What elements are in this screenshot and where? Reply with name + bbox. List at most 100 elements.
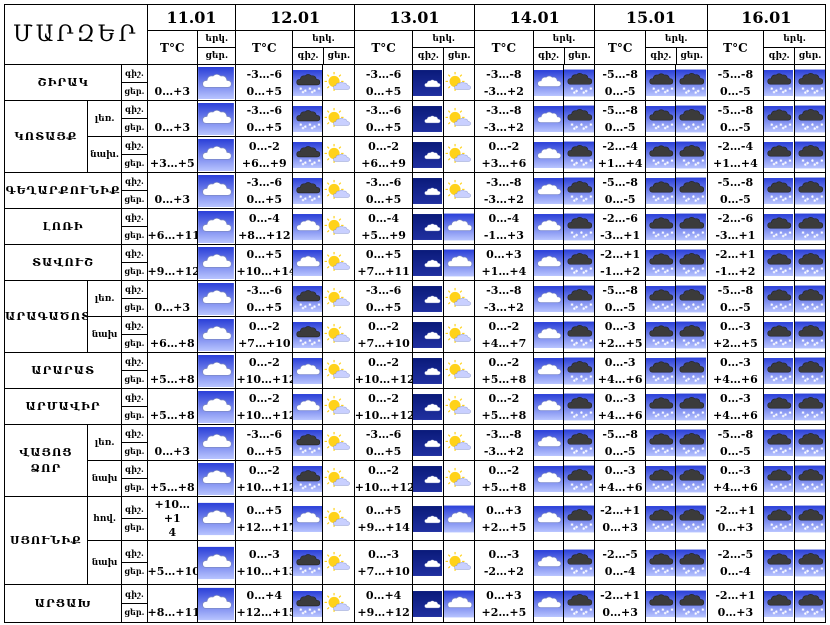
svg-text:✱: ✱: [687, 268, 691, 273]
svg-text:✱: ✱: [692, 482, 696, 487]
svg-text:✱: ✱: [299, 481, 302, 486]
night-weather-icon: [412, 540, 444, 585]
day-temp: 0…-5: [719, 84, 751, 98]
svg-text:✱: ✱: [773, 610, 776, 615]
day-label: ցեր.: [124, 522, 145, 532]
day-temp: 0…+5: [246, 444, 283, 458]
svg-text:✱: ✱: [685, 342, 689, 347]
svg-text:✱: ✱: [784, 609, 787, 614]
night-weather-icon: [532, 316, 565, 353]
night-col-header: գիշ.: [646, 48, 677, 64]
night-temp: 0…-2: [248, 391, 280, 405]
day-weather-icon: ✱ ✱ ✱ ✱ ✱ ✱ ✱: [563, 388, 596, 425]
day-temp: +8…+12: [238, 228, 291, 242]
svg-text:✱: ✱: [687, 448, 691, 453]
svg-text:✱: ✱: [770, 337, 773, 342]
svg-text:✱: ✱: [692, 302, 696, 307]
svg-text:✱: ✱: [301, 449, 304, 454]
svg-text:✱: ✱: [775, 196, 778, 201]
svg-text:✱: ✱: [582, 234, 586, 239]
svg-text:✱: ✱: [683, 266, 687, 271]
svg-text:✱: ✱: [575, 196, 579, 201]
svg-text:✱: ✱: [770, 445, 773, 450]
svg-text:✱: ✱: [697, 304, 701, 309]
night-temp: -2…-4: [602, 139, 638, 153]
temp-value: +6…+8: [149, 336, 195, 350]
svg-text:✱: ✱: [685, 611, 689, 616]
day-label: ցեր.: [124, 158, 145, 168]
svg-text:✱: ✱: [582, 126, 586, 131]
day-weather-icon: ✱ ✱ ✱ ✱ ✱ ✱ ✱: [793, 136, 827, 173]
day-temp: +2…+5: [481, 605, 527, 619]
svg-text:✱: ✱: [810, 446, 814, 451]
svg-text:✱: ✱: [775, 160, 778, 165]
night-temp: 0…-3: [604, 319, 636, 333]
svg-text:✱: ✱: [570, 86, 574, 91]
svg-text:✱: ✱: [661, 606, 664, 611]
svg-text:✱: ✱: [692, 566, 696, 571]
svg-text:✱: ✱: [585, 88, 589, 93]
svg-text:✱: ✱: [570, 194, 574, 199]
night-weather-icon: ✱ ✱ ✱ ✱ ✱ ✱ ✱: [292, 100, 324, 137]
night-temp: 0…+5: [246, 503, 283, 517]
svg-text:✱: ✱: [697, 124, 701, 129]
svg-text:✱: ✱: [570, 607, 574, 612]
day-temp: +10…+14: [236, 264, 293, 278]
svg-text:✱: ✱: [770, 606, 773, 611]
weather-icon: [197, 496, 237, 541]
svg-text:✱: ✱: [784, 376, 787, 381]
svg-text:✱: ✱: [570, 122, 574, 127]
svg-text:✱: ✱: [692, 607, 696, 612]
night-temp: 0…-2: [488, 139, 520, 153]
svg-text:✱: ✱: [779, 157, 782, 162]
weather-icon: [197, 208, 237, 245]
svg-text:✱: ✱: [580, 338, 584, 343]
svg-text:✱: ✱: [779, 85, 782, 90]
night-weather-icon: [532, 136, 565, 173]
svg-text:✱: ✱: [573, 450, 577, 455]
night-weather-icon: ✱ ✱ ✱ ✱ ✱ ✱ ✱: [763, 584, 795, 623]
day-temp: +5…+8: [481, 480, 527, 494]
day-temp: 0…-5: [604, 120, 636, 134]
day-weather-icon: ✱ ✱ ✱ ✱ ✱ ✱ ✱: [793, 540, 827, 585]
svg-text:✱: ✱: [652, 445, 655, 450]
night-temp: 0…-4: [368, 211, 400, 225]
svg-text:✱: ✱: [701, 410, 705, 415]
day-temp: 0…+5: [246, 300, 283, 314]
night-weather-icon: [412, 136, 444, 173]
day-weather-icon: ✱ ✱ ✱ ✱ ✱ ✱ ✱: [793, 316, 827, 353]
day-temp: -1…+3: [483, 228, 524, 242]
day-temp: +4…+6: [713, 480, 758, 494]
svg-text:✱: ✱: [570, 446, 574, 451]
night-temp: 0…-2: [248, 463, 280, 477]
day-temp: +4…+6: [597, 408, 643, 422]
day-weather-icon: ✱ ✱ ✱ ✱ ✱ ✱ ✱: [793, 584, 827, 623]
temp-value: 0…+3: [154, 192, 191, 206]
night-label: գիշ.: [122, 462, 147, 479]
day-temp: -1…+2: [715, 264, 756, 278]
svg-text:✱: ✱: [652, 193, 655, 198]
svg-text:✱: ✱: [311, 161, 314, 166]
night-temp: -2…+1: [600, 247, 641, 261]
svg-text:✱: ✱: [782, 569, 785, 574]
svg-text:✱: ✱: [813, 90, 817, 95]
svg-text:✱: ✱: [806, 484, 810, 489]
svg-text:✱: ✱: [685, 126, 689, 131]
night-label: գիշ.: [122, 390, 147, 407]
svg-text:✱: ✱: [784, 196, 787, 201]
svg-text:✱: ✱: [575, 160, 579, 165]
svg-text:✱: ✱: [813, 486, 817, 491]
day-temp: +7…+10: [238, 336, 291, 350]
night-temp: 0…-3: [604, 463, 636, 477]
svg-text:✱: ✱: [803, 414, 807, 419]
night-col-header: գիշ.: [414, 48, 445, 64]
night-temp: 0…-2: [248, 355, 280, 369]
night-temp: 0…+3: [486, 247, 522, 261]
svg-text:✱: ✱: [652, 373, 655, 378]
svg-text:✱: ✱: [585, 484, 589, 489]
svg-text:✱: ✱: [813, 378, 817, 383]
svg-text:✱: ✱: [580, 194, 584, 199]
day-weather-icon: ✱ ✱ ✱ ✱ ✱ ✱ ✱: [793, 280, 827, 317]
svg-text:✱: ✱: [585, 448, 589, 453]
svg-text:✱: ✱: [775, 124, 778, 129]
